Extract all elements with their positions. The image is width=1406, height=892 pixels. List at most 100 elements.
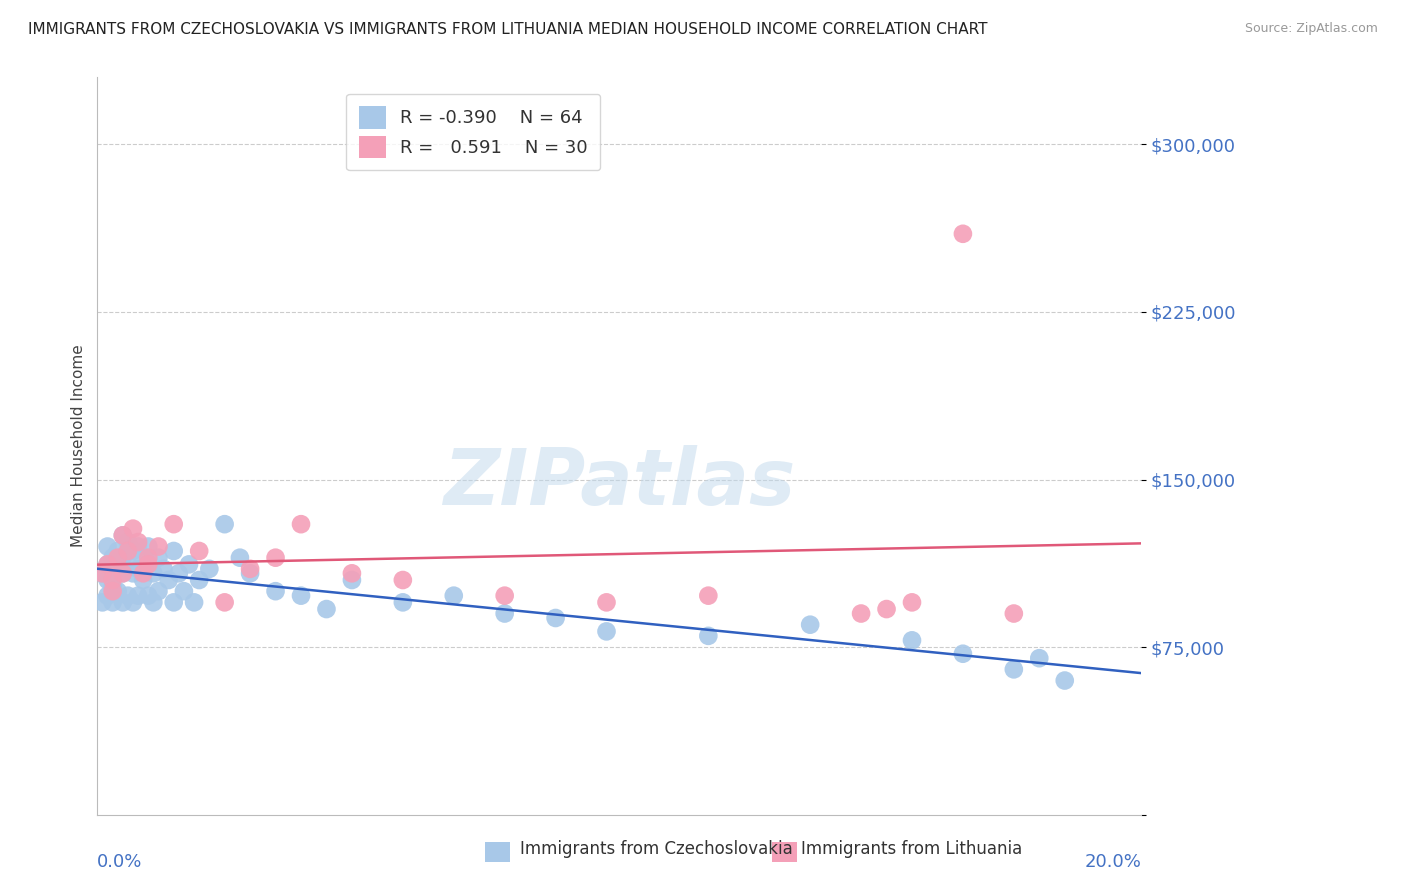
Point xyxy=(952,227,974,241)
Point xyxy=(443,589,465,603)
Text: ZIPatlas: ZIPatlas xyxy=(443,445,796,521)
Point xyxy=(901,633,924,648)
Point xyxy=(799,617,821,632)
Point xyxy=(136,558,159,572)
Point xyxy=(117,589,139,603)
Point xyxy=(117,544,139,558)
Point xyxy=(315,602,337,616)
Point xyxy=(101,566,124,581)
Point xyxy=(173,584,195,599)
Point xyxy=(1028,651,1050,665)
Point xyxy=(96,573,118,587)
Point xyxy=(188,573,211,587)
Point xyxy=(101,584,124,599)
Point xyxy=(107,544,129,558)
Point xyxy=(127,562,149,576)
Point xyxy=(142,595,165,609)
Point xyxy=(111,566,134,581)
Text: 20.0%: 20.0% xyxy=(1084,854,1142,871)
Point xyxy=(697,629,720,643)
Point xyxy=(142,566,165,581)
Point xyxy=(163,517,186,532)
Point xyxy=(132,573,155,587)
Point xyxy=(239,562,262,576)
Point xyxy=(101,595,124,609)
Point xyxy=(101,550,124,565)
Point xyxy=(239,566,262,581)
Point xyxy=(595,595,617,609)
Point xyxy=(111,528,134,542)
Point xyxy=(91,595,114,609)
Point xyxy=(849,607,872,621)
Point xyxy=(188,544,211,558)
Point xyxy=(229,550,252,565)
Point xyxy=(122,595,145,609)
Point xyxy=(136,589,159,603)
Point xyxy=(163,544,186,558)
Point xyxy=(544,611,567,625)
Text: 0.0%: 0.0% xyxy=(97,854,143,871)
Point xyxy=(595,624,617,639)
Point xyxy=(117,535,139,549)
Point xyxy=(167,566,190,581)
Text: Immigrants from Czechoslovakia: Immigrants from Czechoslovakia xyxy=(520,840,793,858)
Point xyxy=(1002,607,1025,621)
Point xyxy=(127,589,149,603)
Point xyxy=(132,566,155,581)
Point xyxy=(91,566,114,581)
Point xyxy=(952,647,974,661)
Point xyxy=(127,540,149,554)
Point xyxy=(177,558,200,572)
Point xyxy=(152,562,174,576)
Point xyxy=(148,540,170,554)
Point xyxy=(136,558,159,572)
Point xyxy=(198,562,221,576)
Point xyxy=(101,573,124,587)
Point xyxy=(876,602,898,616)
Point xyxy=(111,550,134,565)
Point xyxy=(96,558,118,572)
Point xyxy=(697,589,720,603)
Point xyxy=(214,517,236,532)
Point xyxy=(264,584,287,599)
Point xyxy=(264,550,287,565)
Point xyxy=(136,540,159,554)
Point xyxy=(1002,662,1025,676)
Point xyxy=(148,550,170,565)
Point xyxy=(214,595,236,609)
Point xyxy=(111,566,134,581)
Point xyxy=(127,535,149,549)
Point xyxy=(1053,673,1076,688)
Text: IMMIGRANTS FROM CZECHOSLOVAKIA VS IMMIGRANTS FROM LITHUANIA MEDIAN HOUSEHOLD INC: IMMIGRANTS FROM CZECHOSLOVAKIA VS IMMIGR… xyxy=(28,22,987,37)
Text: Source: ZipAtlas.com: Source: ZipAtlas.com xyxy=(1244,22,1378,36)
Point xyxy=(91,566,114,581)
Point xyxy=(107,562,129,576)
Point xyxy=(340,566,363,581)
Point xyxy=(111,595,134,609)
Y-axis label: Median Household Income: Median Household Income xyxy=(72,344,86,548)
Point xyxy=(494,589,516,603)
Legend: R = -0.390    N = 64, R =   0.591    N = 30: R = -0.390 N = 64, R = 0.591 N = 30 xyxy=(346,94,600,170)
Point xyxy=(392,595,415,609)
Point xyxy=(290,589,312,603)
Point xyxy=(111,528,134,542)
Point xyxy=(132,550,155,565)
Point xyxy=(101,580,124,594)
Point xyxy=(494,607,516,621)
Text: Immigrants from Lithuania: Immigrants from Lithuania xyxy=(801,840,1022,858)
Point xyxy=(290,517,312,532)
Point xyxy=(107,550,129,565)
Point xyxy=(136,550,159,565)
Point xyxy=(183,595,205,609)
Point xyxy=(96,540,118,554)
Point xyxy=(96,558,118,572)
Point xyxy=(117,558,139,572)
Point xyxy=(122,544,145,558)
Point xyxy=(163,595,186,609)
Point xyxy=(157,573,180,587)
Point xyxy=(148,584,170,599)
Point xyxy=(340,573,363,587)
Point xyxy=(122,566,145,581)
Point xyxy=(107,584,129,599)
Point xyxy=(392,573,415,587)
